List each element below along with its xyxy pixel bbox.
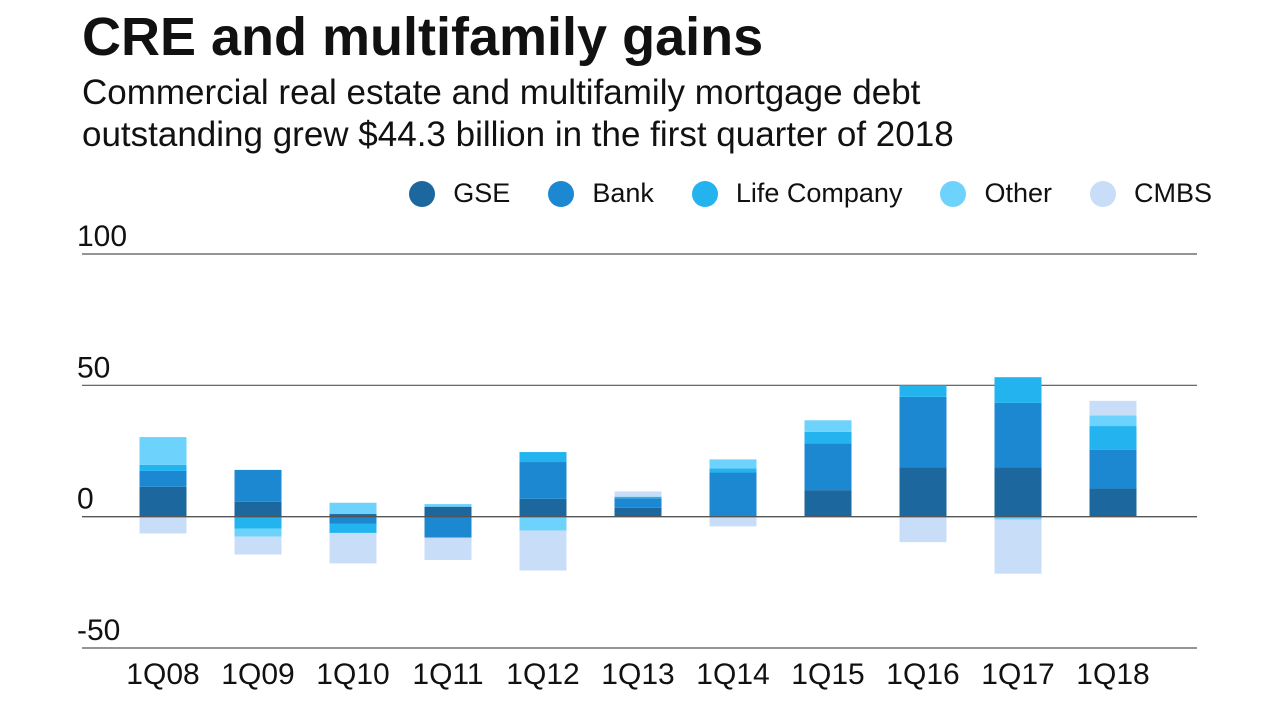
bar-bank-1q10 (329, 516, 377, 524)
bar-gse-1q08 (139, 486, 187, 517)
bar-cmbs-1q17 (994, 519, 1042, 574)
legend-swatch-other (940, 180, 967, 207)
x-tick-label: 1Q12 (506, 658, 579, 691)
legend-item-cmbs: CMBS (1089, 178, 1212, 209)
legend-swatch-gse (409, 180, 436, 207)
bar-cmbs-1q18 (1089, 400, 1137, 416)
bar-other-1q11 (424, 504, 472, 507)
x-tick-label: 1Q15 (791, 658, 864, 691)
bar-life-company-1q12 (519, 452, 567, 463)
bar-life-company-1q08 (139, 464, 187, 471)
bar-bank-1q17 (994, 402, 1042, 468)
y-tick-label: -50 (77, 614, 120, 647)
bar-bank-1q08 (139, 470, 187, 487)
bar-gse-1q10 (329, 514, 377, 517)
bar-life-company-1q18 (1089, 426, 1137, 450)
legend-swatch-life-company (691, 180, 718, 207)
bar-life-company-1q10 (329, 523, 377, 533)
y-tick-labels: 100 50 0 -50 (77, 220, 127, 647)
bar-gse-1q11 (424, 506, 472, 517)
subtitle-line-1: Commercial real estate and multifamily m… (82, 73, 921, 112)
legend-label-life-company: Life Company (735, 178, 903, 208)
bar-cmbs-1q12 (519, 530, 567, 571)
bar-cmbs-1q13 (614, 491, 662, 497)
bar-cmbs-1q08 (139, 516, 187, 534)
subtitle-line-2: outstanding grew $44.3 billion in the fi… (82, 115, 954, 154)
chart-subtitle: Commercial real estate and multifamily m… (82, 72, 1232, 156)
y-tick-label: 0 (77, 483, 94, 516)
bar-cmbs-1q16 (899, 516, 947, 543)
x-tick-label: 1Q17 (981, 658, 1054, 691)
bar-life-company-1q09 (234, 516, 282, 529)
bar-life-company-1q16 (899, 385, 947, 397)
bar-cmbs-1q11 (424, 537, 472, 561)
bar-other-1q18 (1089, 415, 1137, 427)
bar-gse-1q15 (804, 490, 852, 517)
legend-label-bank: Bank (592, 178, 654, 208)
bar-other-1q15 (804, 420, 852, 432)
chart-legend: GSE Bank Life Company Other CMBS (371, 178, 1212, 209)
legend-item-bank: Bank (548, 178, 654, 209)
chart-title: CRE and multifamily gains (82, 7, 764, 67)
bar-cmbs-1q09 (234, 536, 282, 555)
y-tick-label: 100 (77, 220, 127, 253)
bar-gse-1q17 (994, 467, 1042, 517)
bar-other-1q08 (139, 437, 187, 465)
bar-life-company-1q15 (804, 431, 852, 444)
legend-item-other: Other (940, 178, 1052, 209)
legend-swatch-cmbs (1089, 180, 1116, 207)
x-tick-label: 1Q11 (412, 658, 483, 691)
x-tick-label: 1Q14 (696, 658, 769, 691)
bar-gse-1q16 (899, 467, 947, 517)
legend-item-gse: GSE (409, 178, 510, 209)
bar-cmbs-1q14 (709, 516, 757, 527)
bar-other-1q10 (329, 502, 377, 515)
x-tick-labels: 1Q08 1Q09 1Q10 1Q11 1Q12 1Q13 1Q14 1Q15 1Q16 1Q17… (126, 658, 1149, 691)
bar-bank-1q13 (614, 498, 662, 508)
bar-gse-1q13 (614, 507, 662, 517)
bar-bank-1q11 (424, 516, 472, 538)
bar-life-company-1q14 (709, 468, 757, 473)
legend-item-life-company: Life Company (691, 178, 903, 209)
bars (139, 377, 1137, 574)
x-tick-label: 1Q09 (221, 658, 294, 691)
x-tick-label: 1Q16 (886, 658, 959, 691)
legend-label-other: Other (984, 178, 1052, 208)
bar-bank-1q09 (234, 469, 282, 502)
bar-bank-1q18 (1089, 449, 1137, 489)
legend-label-cmbs: CMBS (1133, 178, 1212, 208)
y-tick-label: 50 (77, 351, 110, 384)
legend-swatch-bank (548, 180, 575, 207)
bar-bank-1q16 (899, 396, 947, 468)
bar-other-1q09 (234, 528, 282, 537)
bar-gse-1q09 (234, 501, 282, 517)
x-tick-label: 1Q10 (316, 658, 389, 691)
bar-other-1q17 (994, 516, 1042, 520)
bar-other-1q14 (709, 459, 757, 469)
bar-bank-1q14 (709, 472, 757, 517)
bar-other-1q12 (519, 516, 567, 531)
bar-life-company-1q17 (994, 377, 1042, 403)
x-tick-label: 1Q08 (126, 658, 199, 691)
x-tick-label: 1Q13 (601, 658, 674, 691)
legend-label-gse: GSE (453, 178, 511, 208)
x-tick-label: 1Q18 (1076, 658, 1149, 691)
bar-gse-1q18 (1089, 488, 1137, 517)
bar-bank-1q12 (519, 462, 567, 499)
bar-bank-1q15 (804, 443, 852, 491)
bar-life-company-1q13 (614, 496, 662, 499)
bar-gse-1q12 (519, 498, 567, 517)
bar-cmbs-1q10 (329, 532, 377, 564)
